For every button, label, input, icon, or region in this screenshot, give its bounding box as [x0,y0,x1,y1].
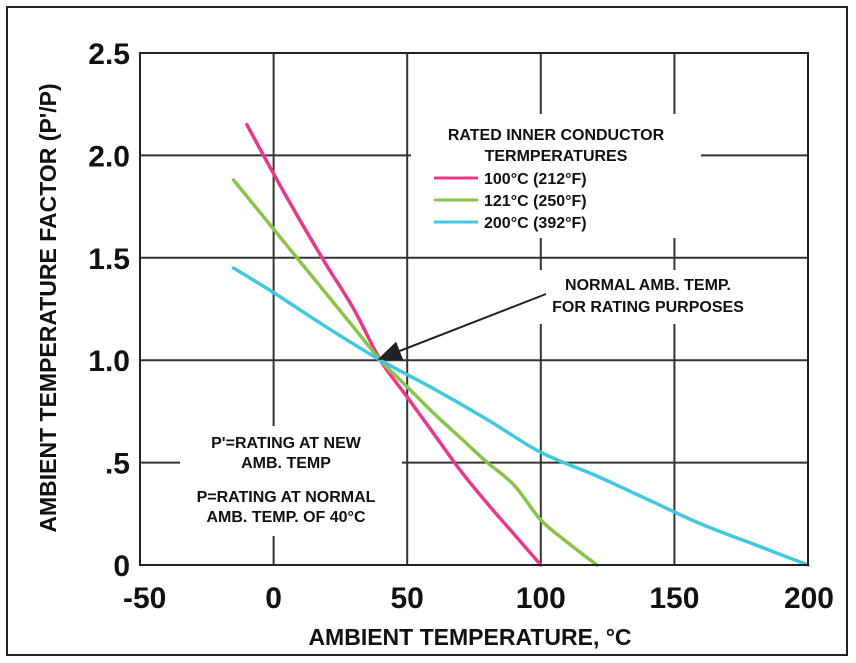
y-axis-title: AMBIENT TEMPERATURE FACTOR (P'/P) [35,83,61,532]
series-lines [231,122,810,567]
series-line-1 [231,178,599,567]
annotation-line-2: FOR RATING PURPOSES [552,299,744,316]
x-tick-label: 100 [516,582,566,615]
annotation-line-1: NORMAL AMB. TEMP. [565,277,731,294]
legend-title-line-2: TERMPERATURES [485,148,628,165]
chart-frame: -50 0 50 100 150 200 0.5 1.0 1.5 2.0 2.5 AMBIENT T… [6,6,848,656]
note-line-4: AMB. TEMP. OF 40°C [206,509,365,526]
note-line-1: P'=RATING AT NEW [211,435,362,452]
series-line-2 [231,266,810,567]
legend: RATED INNER CONDUCTOR TERMPERATURES 100°… [411,114,701,238]
annotation-background [533,270,763,324]
series-line-0 [245,122,543,567]
x-tick-label: 200 [784,582,834,615]
annotation-arrow [377,293,547,361]
legend-background [411,114,701,238]
normal-temp-annotation: NORMAL AMB. TEMP. FOR RATING PURPOSES [377,270,763,361]
y-tick-label: 1.5 [88,243,130,276]
x-tick-label: 50 [391,582,424,615]
note-line-3: P=RATING AT NORMAL [197,489,376,506]
y-tick-label: 2.0 [88,140,130,173]
x-tick-label: 0 [265,582,282,615]
legend-label-121c: 121°C (250°F) [484,193,587,210]
legend-label-100c: 100°C (212°F) [484,171,587,188]
note-background [180,426,402,536]
y-tick-label: .5 [105,448,130,481]
y-tick-label: 1.0 [88,345,130,378]
plot-area-border [139,52,809,566]
x-tick-label: -50 [123,582,166,615]
y-tick-label: 2.5 [88,38,130,71]
rating-definitions-note: P'=RATING AT NEW AMB. TEMP P=RATING AT N… [180,426,402,536]
legend-label-200c: 200°C (392°F) [484,215,587,232]
x-axis-title: AMBIENT TEMPERATURE, °C [308,624,631,650]
legend-title-line-1: RATED INNER CONDUCTOR [448,127,665,144]
y-tick-label: 0 [113,550,130,583]
x-tick-label: 150 [649,582,699,615]
note-line-2: AMB. TEMP [241,455,331,472]
